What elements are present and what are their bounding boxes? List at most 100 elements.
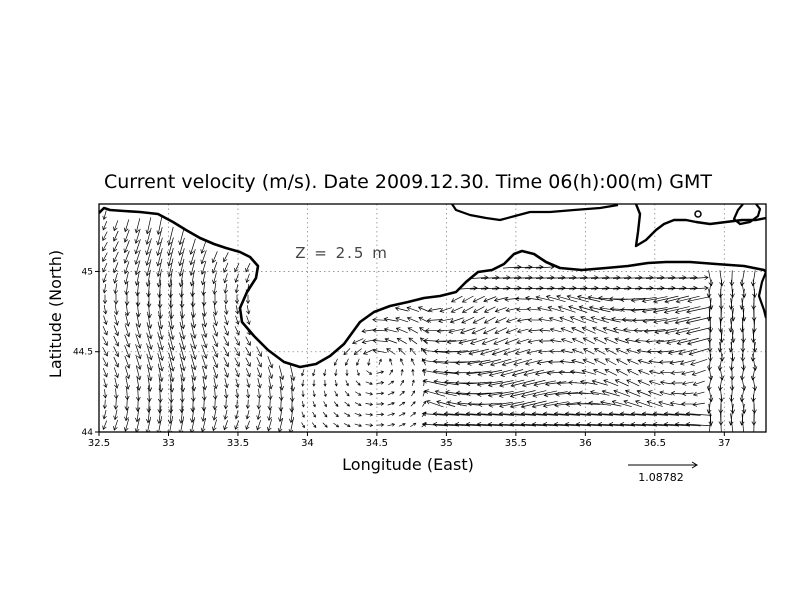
velocity-vector — [656, 285, 676, 291]
velocity-vector-shaft — [409, 348, 417, 355]
velocity-vector-shaft — [658, 401, 674, 407]
velocity-vector-shaft — [615, 379, 629, 387]
velocity-vector-head — [257, 362, 263, 368]
velocity-vector-head — [649, 275, 654, 281]
velocity-vector — [454, 370, 481, 376]
velocity-vector — [509, 400, 536, 409]
velocity-vector — [477, 369, 503, 377]
velocity-vector-head — [421, 421, 427, 427]
velocity-vector — [472, 316, 485, 324]
velocity-vector — [179, 290, 185, 309]
velocity-vector-head — [509, 393, 515, 399]
velocity-vector-head — [693, 285, 698, 291]
velocity-vector-head — [124, 311, 130, 317]
velocity-vector-shaft — [690, 359, 708, 365]
velocity-vector — [114, 377, 119, 389]
velocity-vector-shaft — [113, 419, 119, 431]
velocity-vector-shaft — [147, 311, 151, 329]
velocity-vector — [212, 282, 218, 295]
velocity-vector-shaft — [202, 281, 206, 296]
velocity-vector-shaft — [235, 315, 239, 325]
velocity-vector — [353, 348, 362, 355]
velocity-vector-shaft — [212, 419, 218, 431]
velocity-vector-shaft — [616, 358, 628, 366]
velocity-vector — [593, 337, 607, 345]
velocity-vector-head — [580, 315, 585, 321]
velocity-vector-head — [537, 349, 543, 355]
velocity-vector-shaft — [102, 420, 108, 430]
velocity-vector-shaft — [550, 328, 562, 333]
velocity-vector-head — [369, 402, 374, 406]
velocity-vector — [546, 370, 565, 376]
velocity-vector-head — [412, 401, 416, 405]
velocity-vector-shaft — [686, 327, 712, 334]
velocity-vector-shaft — [333, 422, 339, 428]
velocity-vector — [690, 359, 708, 366]
velocity-vector-shaft — [343, 423, 351, 427]
velocity-vector-shaft — [168, 258, 174, 277]
velocity-vector-head — [361, 339, 367, 345]
velocity-vector-shaft — [212, 366, 218, 379]
velocity-vector-head — [505, 329, 511, 334]
velocity-vector — [145, 227, 152, 245]
velocity-vector-shaft — [168, 363, 174, 382]
velocity-vector — [201, 292, 207, 307]
velocity-vector-shaft — [113, 241, 119, 252]
velocity-vector-head — [549, 348, 554, 354]
velocity-vector-head — [517, 264, 522, 270]
velocity-vector — [112, 230, 119, 242]
velocity-vector-shaft — [720, 413, 722, 432]
velocity-vector — [344, 358, 349, 366]
velocity-vector-shaft — [535, 287, 555, 290]
velocity-vector-shaft — [577, 403, 601, 405]
velocity-vector — [612, 285, 632, 291]
velocity-vector — [439, 307, 453, 313]
velocity-vector — [571, 348, 584, 354]
velocity-vector — [626, 358, 639, 365]
velocity-vector-shaft — [561, 349, 573, 354]
velocity-vector — [189, 417, 196, 432]
velocity-vector-head — [423, 400, 426, 404]
velocity-vector-shaft — [146, 227, 152, 245]
velocity-vector-shaft — [114, 272, 118, 284]
velocity-vector-shaft — [168, 352, 174, 372]
velocity-vector-head — [257, 383, 262, 389]
velocity-vector-shaft — [114, 409, 118, 420]
velocity-vector-shaft — [157, 363, 163, 382]
velocity-vector-head — [213, 332, 219, 337]
velocity-vector-head — [313, 424, 317, 428]
velocity-vector-head — [439, 308, 445, 313]
velocity-vector-shaft — [635, 400, 653, 408]
velocity-vector — [256, 346, 263, 357]
velocity-vector — [513, 264, 533, 270]
velocity-vector — [301, 411, 305, 418]
velocity-vector-shaft — [376, 403, 384, 405]
velocity-vector — [190, 333, 197, 350]
velocity-vector-head — [125, 342, 131, 348]
velocity-vector-head — [235, 330, 240, 336]
velocity-vector-shaft — [168, 226, 174, 246]
velocity-vector-shaft — [201, 334, 207, 348]
velocity-vector-head — [145, 429, 151, 432]
velocity-vector-head — [472, 319, 478, 324]
velocity-vector-shaft — [180, 405, 184, 424]
velocity-vector-head — [739, 328, 745, 333]
velocity-vector — [637, 358, 650, 364]
velocity-vector — [537, 306, 553, 312]
velocity-vector-head — [134, 260, 139, 265]
velocity-vector-head — [103, 394, 108, 399]
velocity-vector-head — [521, 382, 527, 388]
velocity-vector — [566, 391, 589, 396]
velocity-vector-head — [557, 305, 563, 311]
coastline-islet — [694, 210, 702, 218]
velocity-vector — [234, 368, 240, 378]
velocity-vector-shaft — [535, 370, 555, 375]
velocity-vector-shaft — [223, 262, 229, 273]
velocity-vector-shaft — [568, 277, 588, 279]
velocity-vector-head — [520, 403, 526, 409]
velocity-vector-head — [588, 400, 593, 406]
velocity-vector — [406, 306, 420, 312]
velocity-vector-shaft — [656, 287, 676, 290]
velocity-vector-head — [432, 359, 438, 364]
velocity-vector — [167, 247, 174, 267]
